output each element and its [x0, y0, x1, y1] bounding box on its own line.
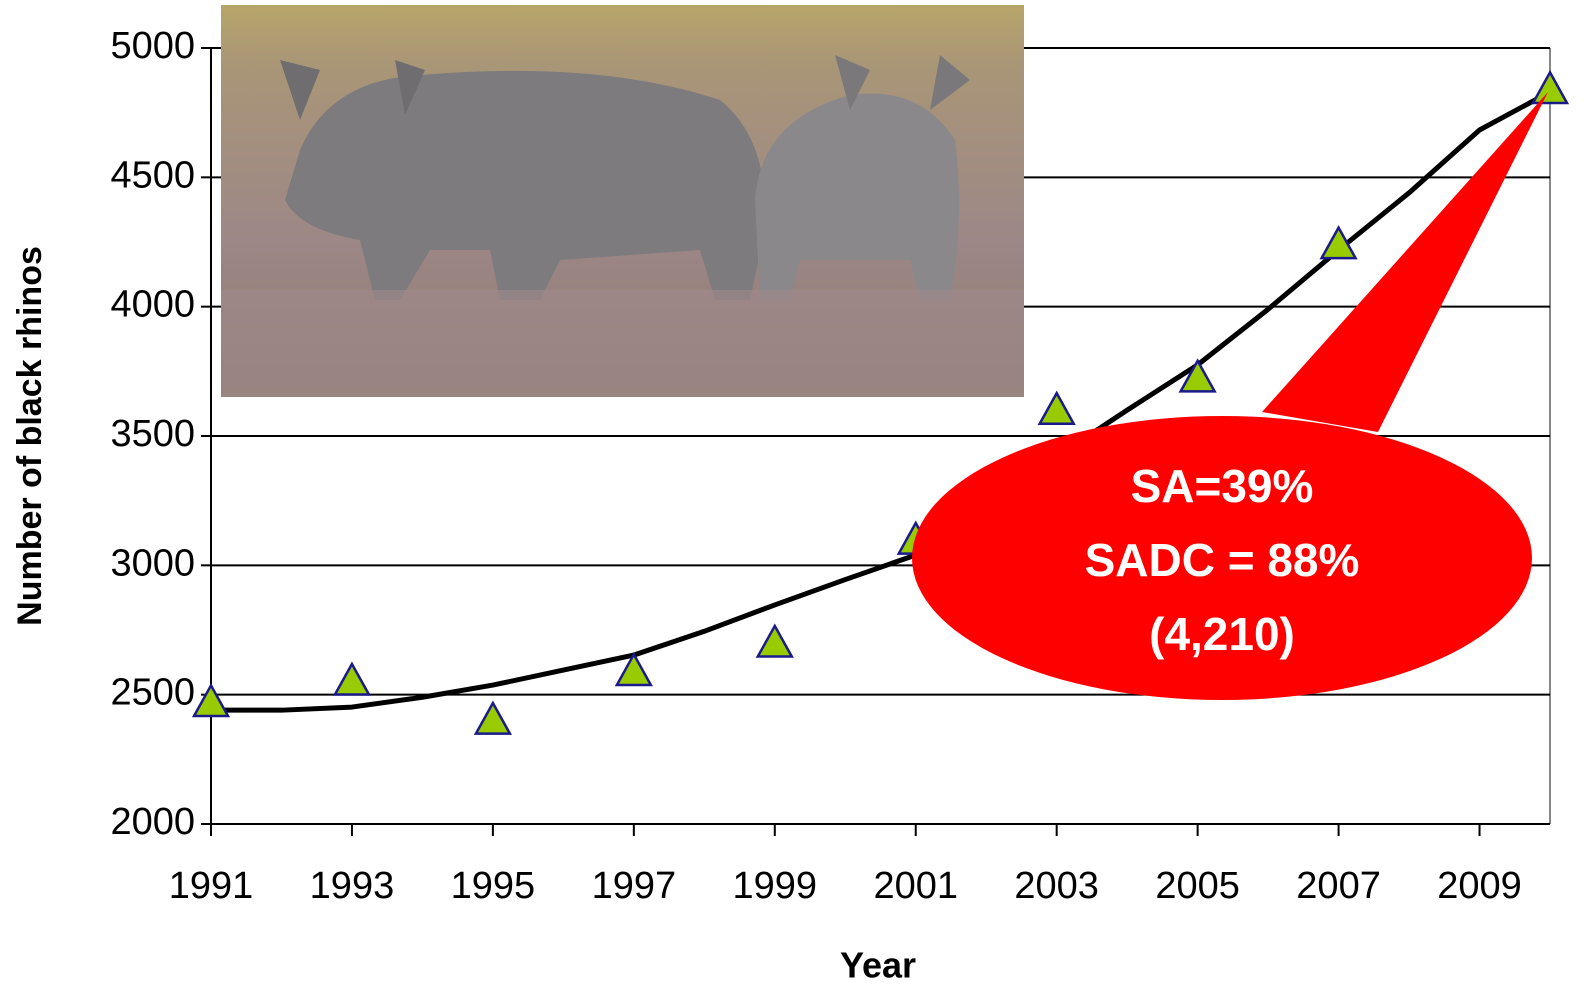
y-tick-label: 2000: [110, 801, 195, 843]
data-point: [755, 623, 794, 658]
callout-pointer: [1262, 92, 1548, 432]
rhino-small-ears: [835, 55, 970, 110]
annotation: SADC = 88%: [1085, 534, 1360, 586]
grid: 2000 2500 3000 3500 4000 4500 5000 1991 1993 1995…: [110, 25, 1551, 907]
x-tick-label: 1997: [592, 865, 677, 907]
x-tick-label: 1993: [310, 865, 395, 907]
plot: [191, 69, 1570, 735]
annotation: (4,210): [1149, 608, 1295, 660]
x-tick-label: 1999: [733, 865, 818, 907]
y-tick-label: 3000: [110, 542, 195, 584]
x-tick-label: 2005: [1155, 865, 1240, 907]
x-tick-label: 1995: [451, 865, 536, 907]
rhino-large-ears: [280, 60, 425, 120]
y-axis-title: Number of black rhinos: [11, 246, 49, 626]
callout: SA=39% SADC = 88% (4,210): [912, 92, 1548, 700]
y-tick-label: 4500: [110, 154, 195, 196]
y-tick-label: 4000: [110, 284, 195, 326]
trend-line: [211, 89, 1552, 713]
callout-bubble: [912, 416, 1532, 700]
annotation: SA=39%: [1131, 460, 1314, 512]
x-tick-label: 1991: [169, 865, 254, 907]
data-point: [332, 661, 372, 696]
x-axis-title: Year: [840, 945, 916, 986]
data-point: [191, 682, 231, 718]
rhino-large: [285, 70, 766, 300]
data-point: [614, 651, 653, 687]
data-point: [1319, 225, 1358, 260]
data-point: [1530, 69, 1570, 105]
y-tick-label: 3500: [110, 413, 195, 455]
photo: [221, 5, 1024, 397]
data-point: [473, 700, 513, 735]
data-point: [1037, 390, 1076, 425]
photo-grass: [221, 290, 1024, 397]
y-tick-label: 2500: [110, 672, 195, 714]
data-point: [1178, 358, 1217, 393]
x-tick-label: 2009: [1437, 865, 1522, 907]
rhino-small: [755, 93, 959, 300]
x-tick-label: 2003: [1014, 865, 1099, 907]
y-tick-label: 5000: [110, 25, 195, 67]
x-tick-label: 2001: [873, 865, 958, 907]
x-tick-label: 2007: [1296, 865, 1381, 907]
